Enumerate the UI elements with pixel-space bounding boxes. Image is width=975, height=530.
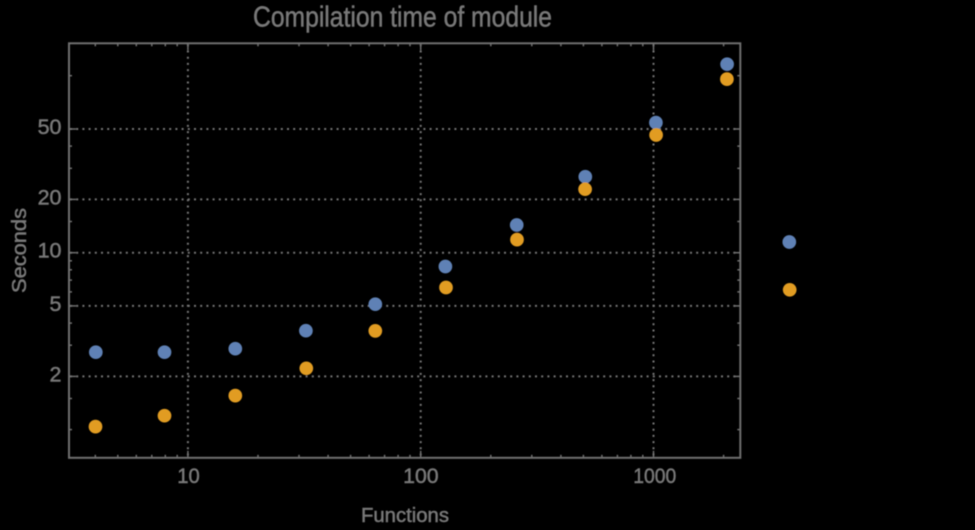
svg-text:100: 100: [403, 464, 439, 488]
svg-text:50: 50: [38, 115, 62, 139]
svg-text:Compilation time of module: Compilation time of module: [253, 2, 552, 34]
svg-text:20: 20: [38, 185, 62, 209]
svg-text:10: 10: [177, 464, 200, 488]
svg-text:10: 10: [38, 239, 62, 263]
svg-text:2: 2: [50, 362, 62, 386]
svg-text:5: 5: [50, 292, 62, 316]
svg-text:Functions: Functions: [361, 505, 449, 525]
svg-text:1000: 1000: [633, 464, 676, 488]
svg-text:Seconds: Seconds: [9, 208, 31, 293]
